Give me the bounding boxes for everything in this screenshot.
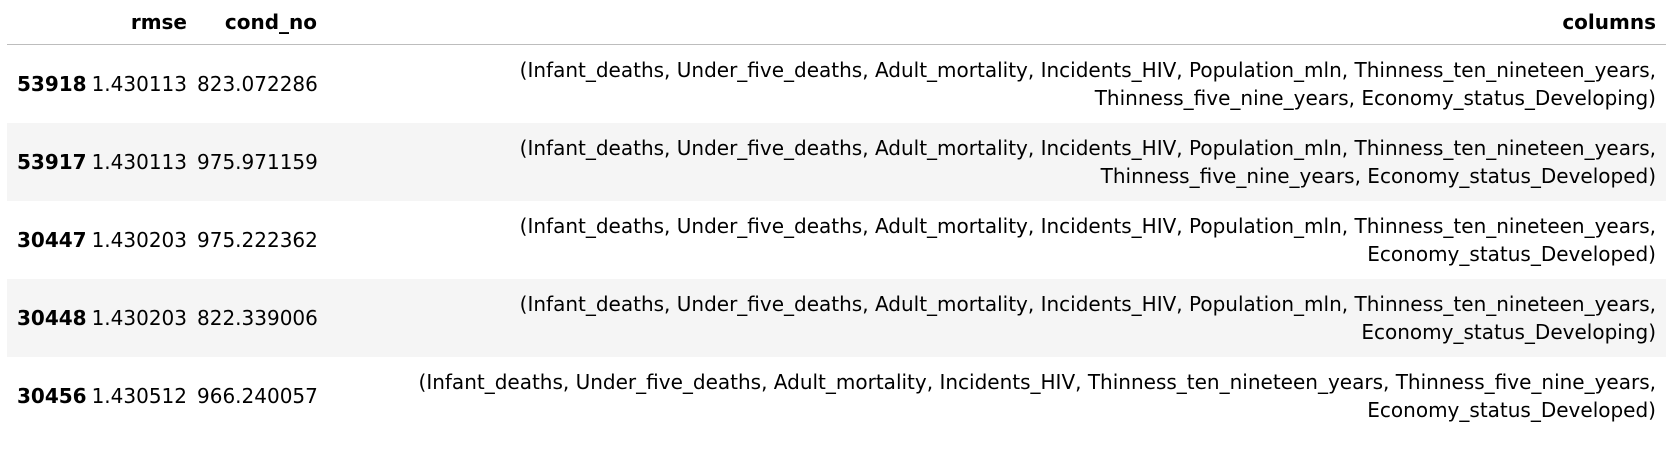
- columns-line: (Infant_deaths, Under_five_deaths, Adult…: [519, 213, 1656, 238]
- rmse-header: rmse: [91, 0, 197, 45]
- columns-line: (Infant_deaths, Under_five_deaths, Adult…: [519, 135, 1656, 160]
- header-row: rmse cond_no columns: [7, 0, 1666, 45]
- index-header: [7, 0, 91, 45]
- row-index: 53918: [17, 71, 87, 96]
- table-row: 53917 1.430113 975.971159 (Infant_deaths…: [7, 122, 1666, 201]
- table-row: 30448 1.430203 822.339006 (Infant_deaths…: [7, 278, 1666, 357]
- columns-line: Thinness_five_nine_years, Economy_status…: [1094, 85, 1656, 110]
- columns-cell: (Infant_deaths, Under_five_deaths, Adult…: [327, 123, 1666, 201]
- table-header: rmse cond_no columns: [7, 0, 1666, 45]
- columns-cell: (Infant_deaths, Under_five_deaths, Adult…: [327, 45, 1666, 123]
- cond-no-cell: 975.222362: [197, 227, 318, 252]
- columns-line: Thinness_five_nine_years, Economy_status…: [1100, 163, 1656, 188]
- rmse-cell: 1.430512: [91, 383, 187, 408]
- row-index: 30447: [17, 227, 87, 252]
- cond-no-cell: 822.339006: [197, 305, 318, 330]
- columns-line: (Infant_deaths, Under_five_deaths, Adult…: [519, 57, 1656, 82]
- columns-cell: (Infant_deaths, Under_five_deaths, Adult…: [327, 201, 1666, 279]
- rmse-cell: 1.430203: [91, 305, 187, 330]
- rmse-cell: 1.430113: [91, 71, 187, 96]
- table-body: 53918 1.430113 823.072286 (Infant_deaths…: [7, 45, 1666, 435]
- columns-line: Economy_status_Developed): [1367, 397, 1656, 422]
- columns-line: Economy_status_Developed): [1367, 241, 1656, 266]
- cond-no-cell: 966.240057: [197, 383, 318, 408]
- table-row: 30456 1.430512 966.240057 (Infant_deaths…: [7, 357, 1666, 435]
- rmse-cell: 1.430203: [91, 227, 187, 252]
- rmse-cell: 1.430113: [91, 149, 187, 174]
- table-row: 53918 1.430113 823.072286 (Infant_deaths…: [7, 45, 1666, 123]
- table-row: 30447 1.430203 975.222362 (Infant_deaths…: [7, 201, 1666, 279]
- cond-no-header: cond_no: [197, 0, 327, 45]
- results-table: rmse cond_no columns 53918 1.430113 823.…: [7, 0, 1666, 435]
- columns-line: (Infant_deaths, Under_five_deaths, Adult…: [519, 291, 1656, 316]
- cond-no-cell: 823.072286: [197, 71, 318, 96]
- columns-cell: (Infant_deaths, Under_five_deaths, Adult…: [327, 279, 1666, 357]
- columns-line: (Infant_deaths, Under_five_deaths, Adult…: [418, 369, 1656, 394]
- columns-header: columns: [327, 0, 1666, 45]
- columns-line: Economy_status_Developing): [1361, 319, 1656, 344]
- row-index: 30456: [17, 383, 87, 408]
- row-index: 30448: [17, 305, 87, 330]
- row-index: 53917: [17, 149, 87, 174]
- columns-cell: (Infant_deaths, Under_five_deaths, Adult…: [327, 357, 1666, 435]
- cond-no-cell: 975.971159: [197, 149, 318, 174]
